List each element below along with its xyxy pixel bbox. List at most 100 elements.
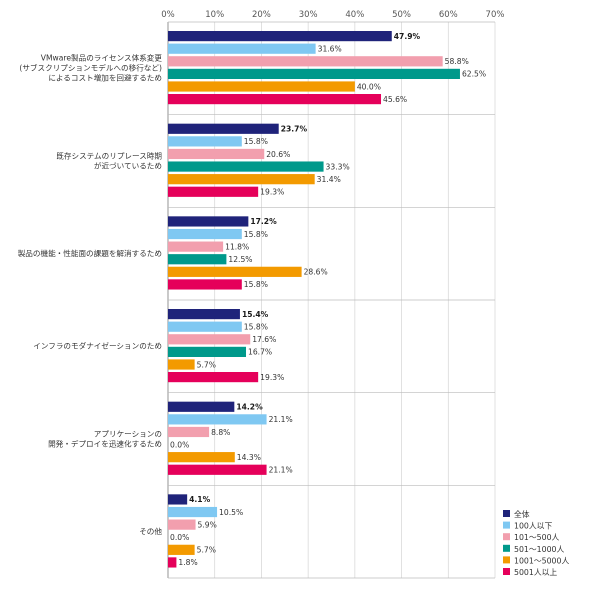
data-label: 21.1%: [269, 466, 293, 475]
x-tick-label: 40%: [345, 10, 364, 20]
data-label: 4.1%: [189, 495, 210, 504]
legend-swatch: [503, 510, 510, 517]
bar: [168, 94, 382, 105]
data-label: 0.0%: [170, 440, 189, 449]
group-separators: [168, 114, 495, 486]
legend-swatch: [503, 521, 510, 529]
bar: [168, 346, 247, 357]
legend-label: 1001～5000人: [514, 556, 569, 565]
bar: [168, 279, 242, 290]
legend-label: 101～500人: [514, 533, 560, 542]
data-label: 11.8%: [225, 242, 249, 251]
data-label: 5.9%: [198, 520, 217, 529]
bar: [168, 228, 242, 240]
data-label: 28.6%: [304, 268, 328, 277]
data-label: 15.8%: [244, 230, 268, 239]
x-tick-label: 10%: [205, 10, 224, 20]
category-label: が近づいているため: [94, 160, 162, 170]
category-label: 製品の機能・性能面の課題を解消するため: [18, 248, 162, 258]
legend-swatch: [503, 533, 510, 541]
x-tick-label: 50%: [392, 10, 411, 20]
x-axis-ticks: 0% 10% 20% 30% 40% 50% 60% 70%: [161, 10, 504, 20]
category-label: その他: [139, 526, 162, 536]
data-label: 16.7%: [248, 348, 272, 357]
x-tick-label: 60%: [439, 10, 458, 20]
data-label: 31.6%: [318, 45, 342, 54]
x-tick-label: 30%: [299, 10, 318, 20]
bar: [168, 309, 240, 320]
bar: [168, 241, 224, 252]
bar: [168, 506, 218, 518]
data-label: 0.0%: [170, 533, 189, 542]
data-label: 21.1%: [269, 415, 293, 424]
data-label: 17.2%: [250, 217, 277, 226]
data-label: 8.8%: [211, 428, 230, 437]
bar: [168, 452, 235, 463]
legend-label: 5001人以上: [514, 568, 557, 577]
x-tick-label: 20%: [252, 10, 271, 20]
data-label: 31.4%: [317, 175, 341, 184]
bar: [168, 174, 315, 185]
bar: [168, 216, 249, 227]
bar: [168, 359, 195, 370]
data-label: 45.6%: [383, 95, 407, 104]
category-label: 開発・デプロイを迅速化するため: [48, 438, 162, 448]
legend: 全体 100人以下 101～500人 501～1000人 1001～5000人 5001人…: [503, 509, 569, 577]
legend-swatch: [503, 544, 510, 552]
bar: [168, 321, 242, 332]
category-label: VMware製品のライセンス体系変更: [41, 53, 163, 63]
data-label: 62.5%: [462, 70, 486, 79]
data-label: 5.7%: [197, 546, 216, 555]
data-label: 12.5%: [228, 255, 252, 264]
bar: [168, 148, 265, 160]
bar: [168, 123, 279, 134]
legend-swatch: [503, 556, 510, 564]
data-label: 17.6%: [252, 335, 276, 344]
data-label: 15.8%: [244, 323, 268, 332]
bar: [168, 266, 302, 277]
bar: [168, 81, 355, 92]
legend-label: 全体: [514, 509, 530, 519]
data-label: 58.8%: [445, 57, 469, 66]
bar: [168, 494, 188, 505]
data-label: 14.3%: [237, 453, 261, 462]
x-tick-label: 0%: [161, 10, 175, 20]
bar: [168, 544, 195, 555]
category-label: インフラのモダナイゼーションのため: [33, 341, 162, 351]
x-tick-label: 70%: [486, 10, 505, 20]
bar: [168, 334, 251, 345]
bar: [168, 136, 242, 147]
bar: [168, 56, 443, 67]
legend-swatch: [503, 568, 510, 575]
bar: [168, 161, 324, 172]
data-label: 19.3%: [260, 188, 284, 197]
data-label: 1.8%: [178, 558, 197, 567]
bar: [168, 414, 267, 425]
data-label: 15.8%: [244, 280, 268, 289]
bar: [168, 31, 392, 42]
data-label: 15.8%: [244, 137, 268, 146]
bars: [168, 31, 460, 568]
category-label: (サブスクリプションモデルへの移行など): [19, 63, 162, 73]
category-labels: VMware製品のライセンス体系変更(サブスクリプションモデルへの移行など)によ…: [18, 53, 163, 536]
legend-label: 100人以下: [514, 522, 552, 531]
data-label: 33.3%: [326, 162, 350, 171]
legend-label: 501～1000人: [514, 545, 565, 554]
data-label: 23.7%: [281, 125, 308, 134]
data-label: 20.6%: [266, 150, 290, 159]
data-label: 40.0%: [357, 82, 381, 91]
bar: [168, 186, 259, 197]
category-label: によるコスト増加を回避するため: [48, 73, 162, 83]
bar: [168, 426, 210, 438]
bar: [168, 557, 177, 568]
category-label: アプリケーションの: [94, 429, 162, 438]
bar: [168, 43, 316, 54]
bar: [168, 372, 259, 383]
bar: [168, 68, 460, 79]
bar: [168, 464, 267, 475]
data-label: 19.3%: [260, 373, 284, 382]
bar: [168, 254, 227, 265]
data-label: 47.9%: [394, 32, 421, 41]
bar: [168, 519, 196, 530]
